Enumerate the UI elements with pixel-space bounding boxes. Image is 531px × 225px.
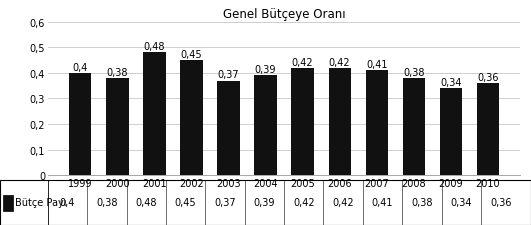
Bar — [440, 89, 462, 176]
Text: 0,42: 0,42 — [293, 198, 314, 207]
Text: 0,48: 0,48 — [135, 198, 157, 207]
Bar — [143, 53, 166, 176]
Bar — [329, 68, 351, 176]
Text: 0,38: 0,38 — [403, 68, 424, 78]
Text: 0,45: 0,45 — [181, 50, 202, 60]
Text: 0,4: 0,4 — [60, 198, 75, 207]
Bar — [106, 79, 129, 176]
Text: 0,39: 0,39 — [255, 65, 276, 75]
Text: 0,42: 0,42 — [292, 57, 313, 67]
Text: 0,38: 0,38 — [411, 198, 433, 207]
Text: 0,37: 0,37 — [214, 198, 236, 207]
Text: Bütçe Payı: Bütçe Payı — [15, 198, 67, 207]
Text: 0,42: 0,42 — [329, 57, 350, 67]
Bar — [402, 79, 425, 176]
Text: 0,34: 0,34 — [451, 198, 472, 207]
Bar — [292, 68, 314, 176]
Text: 0,48: 0,48 — [144, 42, 165, 52]
Text: 0,34: 0,34 — [440, 78, 461, 88]
Text: 0,36: 0,36 — [490, 198, 511, 207]
Text: 0,45: 0,45 — [175, 198, 196, 207]
Text: 0,41: 0,41 — [366, 60, 388, 70]
Text: 0,39: 0,39 — [254, 198, 275, 207]
Text: 0,38: 0,38 — [107, 68, 128, 78]
Text: 0,36: 0,36 — [477, 73, 499, 83]
Bar — [3, 195, 13, 212]
Text: 0,37: 0,37 — [218, 70, 239, 80]
Text: 0,38: 0,38 — [96, 198, 117, 207]
Bar — [254, 76, 277, 176]
Title: Genel Bütçeye Oranı: Genel Bütçeye Oranı — [223, 8, 345, 21]
Bar — [365, 71, 388, 176]
Bar — [181, 61, 203, 176]
Bar — [69, 74, 91, 176]
Bar — [477, 84, 499, 176]
Text: 0,41: 0,41 — [372, 198, 393, 207]
Text: 0,42: 0,42 — [332, 198, 354, 207]
Text: 0,4: 0,4 — [73, 63, 88, 72]
Bar — [217, 81, 239, 176]
